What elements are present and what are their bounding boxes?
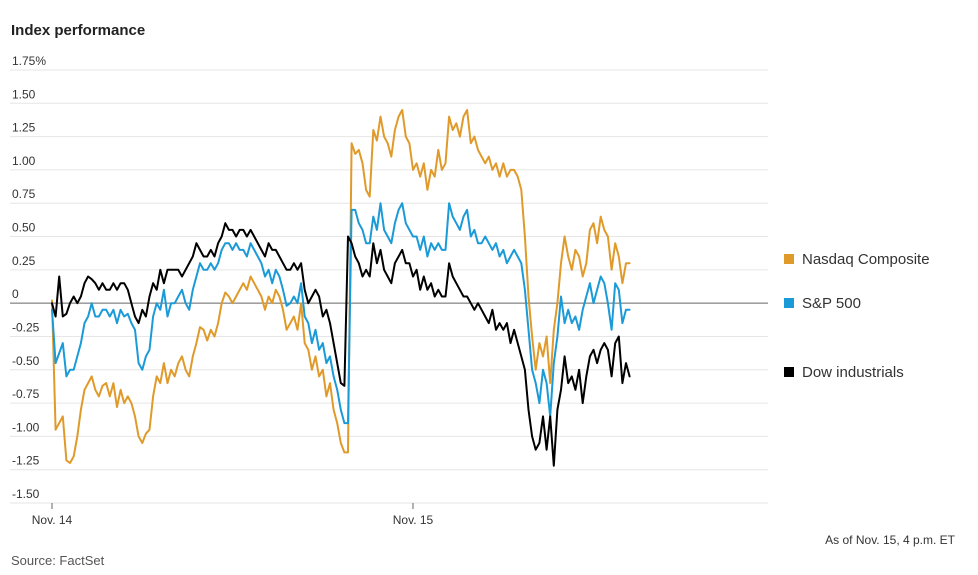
y-tick-label: 1.00 [12,154,36,168]
x-tick-label: Nov. 14 [32,513,73,527]
y-tick-label: -0.25 [12,320,40,334]
legend-swatch [784,298,794,308]
y-tick-label: 1.75% [12,54,46,68]
legend-label: Dow industrials [802,364,904,381]
legend: Nasdaq Composite S&P 500 Dow industrials [784,251,930,381]
y-tick-label: 0.50 [12,221,36,235]
x-axis: Nov. 14 Nov. 15 [10,502,768,527]
y-tick-label: -0.75 [12,387,40,401]
y-tick-label: 1.25 [12,121,36,135]
legend-swatch [784,254,794,264]
y-axis-tick-labels: 1.75% 1.50 1.25 1.00 0.75 0.50 0.25 0 -0.25 -0.50… [12,54,46,501]
y-tick-label: -1.00 [12,420,40,434]
y-tick-label: -1.25 [12,454,40,468]
series-line-dow-industrials [51,222,631,467]
y-tick-label: -0.50 [12,354,40,368]
source-note: Source: FactSet [11,553,105,568]
legend-swatch [784,367,794,377]
series-line-s-p-500 [51,202,631,425]
y-tick-label: -1.50 [12,487,40,501]
chart-title: Index performance [11,22,145,39]
y-tick-label: 0.75 [12,187,36,201]
legend-label: Nasdaq Composite [802,251,930,268]
y-tick-label: 0 [12,287,19,301]
legend-label: S&P 500 [802,295,861,312]
series-lines [51,109,631,467]
gridlines [10,69,768,504]
x-tick-label: Nov. 15 [393,513,434,527]
timestamp-note: As of Nov. 15, 4 p.m. ET [825,533,955,547]
series-line-nasdaq-composite [51,109,631,464]
y-tick-label: 0.25 [12,254,36,268]
y-tick-label: 1.50 [12,87,36,101]
